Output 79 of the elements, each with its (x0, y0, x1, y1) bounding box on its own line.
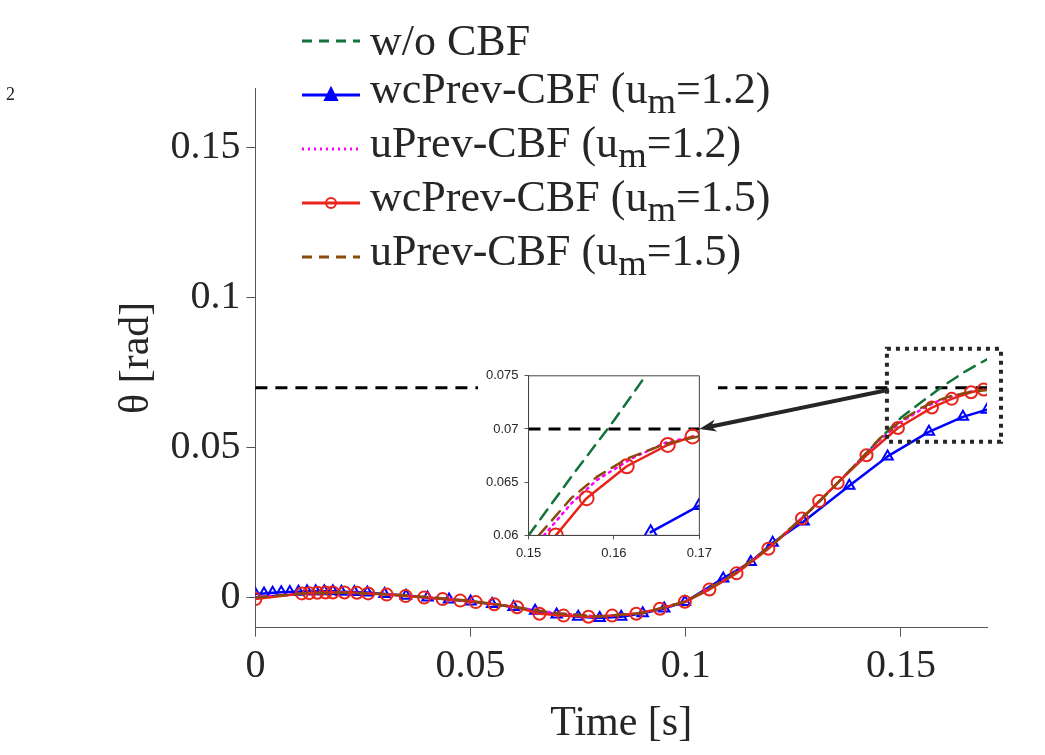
point (581, 609, 596, 624)
y-tick-label: 0.15 (170, 122, 241, 168)
point (659, 436, 676, 453)
point (652, 601, 667, 616)
y-tick-label: 0 (220, 572, 241, 618)
point (468, 595, 483, 610)
point (361, 586, 376, 601)
point (464, 594, 477, 606)
point (717, 571, 730, 583)
x-tick-label: 0.1 (660, 641, 711, 687)
y-tick-label: 0.07 (493, 420, 519, 436)
point (618, 458, 635, 475)
point (761, 541, 776, 556)
point (766, 535, 779, 547)
line-series (856, 358, 987, 464)
point (843, 478, 856, 490)
point (964, 385, 979, 400)
y-tick-label: 0.06 (493, 526, 519, 542)
point (399, 588, 413, 600)
point (361, 585, 374, 597)
point (275, 585, 288, 597)
point (605, 608, 620, 623)
point (890, 420, 905, 435)
text: 2 (6, 84, 15, 105)
point (629, 606, 644, 621)
y-tick-label: 0.075 (485, 367, 519, 383)
point (881, 449, 894, 461)
point (830, 475, 845, 490)
point (702, 582, 717, 597)
point (944, 391, 959, 406)
x-tick-label: 0.17 (686, 544, 713, 560)
point (485, 596, 499, 608)
point (744, 554, 757, 566)
point (636, 606, 649, 618)
y-tick-label: 0.065 (485, 473, 519, 489)
point (294, 586, 309, 601)
point (507, 599, 520, 611)
point (658, 601, 671, 613)
point (578, 490, 595, 507)
point (571, 609, 585, 621)
point (615, 609, 628, 621)
point (348, 584, 361, 596)
point (310, 585, 325, 600)
point (956, 409, 970, 421)
point (453, 593, 468, 608)
point (257, 586, 271, 598)
point (335, 584, 348, 596)
x-axis-title: Time [s] (550, 697, 693, 744)
point (922, 424, 936, 436)
point (528, 603, 542, 615)
point (442, 592, 456, 604)
point (532, 606, 547, 621)
y-axis-title: θ [rad] (111, 301, 158, 414)
legend-label: wcPrev-CBF (u$_{m}$=1.2) (370, 64, 771, 121)
point (302, 586, 317, 601)
point (729, 566, 744, 581)
point (318, 585, 333, 600)
x-tick-label: 0.15 (515, 544, 542, 560)
point (325, 585, 340, 600)
point (337, 585, 352, 600)
point (593, 611, 606, 623)
point (421, 590, 434, 602)
legend-label: uPrev-CBF (u$_{m}$=1.2) (370, 118, 742, 175)
y-tick-label: 0.1 (190, 272, 241, 318)
point (812, 494, 827, 509)
x-tick-label: 0.16 (601, 544, 627, 560)
point (435, 592, 450, 607)
point (487, 597, 502, 612)
legend-label: w/o CBF (370, 15, 531, 67)
point (859, 448, 874, 463)
point (924, 400, 939, 415)
x-tick-label: 0.15 (865, 641, 936, 687)
point (556, 608, 571, 623)
point (550, 607, 563, 619)
point (349, 585, 364, 600)
point (510, 600, 525, 615)
point (684, 428, 700, 445)
point (398, 589, 413, 604)
y-tick-label: 0.05 (170, 422, 241, 468)
